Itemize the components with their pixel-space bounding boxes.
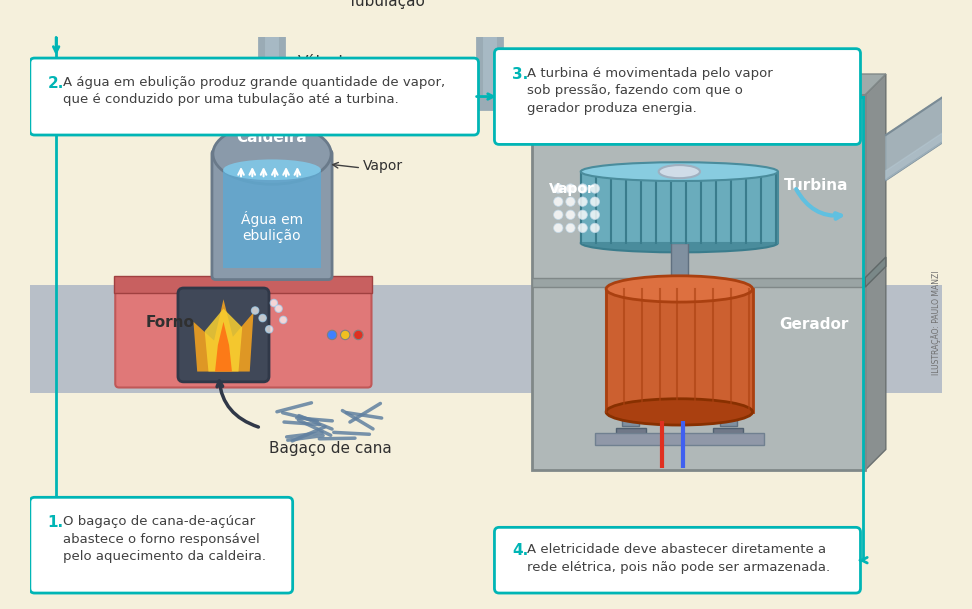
Bar xyxy=(532,278,865,287)
FancyBboxPatch shape xyxy=(495,527,860,593)
FancyBboxPatch shape xyxy=(116,281,371,387)
Text: Caldeira: Caldeira xyxy=(236,130,307,144)
Circle shape xyxy=(554,197,563,206)
Circle shape xyxy=(566,197,575,206)
Text: Válvula: Válvula xyxy=(298,55,354,69)
Text: 2.: 2. xyxy=(48,76,64,91)
Circle shape xyxy=(554,184,563,193)
Text: 1.: 1. xyxy=(48,515,64,530)
Text: Vapor: Vapor xyxy=(549,182,595,196)
Bar xyxy=(30,285,942,393)
Bar xyxy=(260,85,284,111)
FancyBboxPatch shape xyxy=(30,498,293,593)
Bar xyxy=(671,243,688,295)
Text: Água em
ebulição: Água em ebulição xyxy=(241,211,303,243)
Bar xyxy=(622,409,639,426)
Polygon shape xyxy=(532,74,885,94)
Text: Turbina: Turbina xyxy=(783,178,849,194)
Circle shape xyxy=(270,299,278,307)
Text: A turbina é movimentada pelo vapor
sob pressão, fazendo com que o
gerador produz: A turbina é movimentada pelo vapor sob p… xyxy=(527,66,773,114)
Text: Tubulação: Tubulação xyxy=(348,0,425,9)
Polygon shape xyxy=(865,74,885,470)
Circle shape xyxy=(590,197,600,206)
Text: ILUSTRAÇÃO: PAULO MANZI: ILUSTRAÇÃO: PAULO MANZI xyxy=(931,270,942,375)
Bar xyxy=(115,276,372,293)
FancyBboxPatch shape xyxy=(178,288,269,382)
Circle shape xyxy=(578,224,587,233)
Circle shape xyxy=(578,210,587,219)
Circle shape xyxy=(328,330,336,340)
Circle shape xyxy=(566,210,575,219)
Text: Vapor: Vapor xyxy=(364,159,403,173)
Circle shape xyxy=(280,316,287,323)
Text: Forno: Forno xyxy=(145,315,194,331)
Circle shape xyxy=(590,224,600,233)
Circle shape xyxy=(275,305,282,312)
Bar xyxy=(713,428,744,439)
Circle shape xyxy=(554,224,563,233)
FancyBboxPatch shape xyxy=(495,49,860,144)
Circle shape xyxy=(590,210,600,219)
Ellipse shape xyxy=(581,234,778,252)
Circle shape xyxy=(340,330,350,340)
Circle shape xyxy=(578,184,587,193)
Bar xyxy=(719,409,737,426)
Polygon shape xyxy=(865,257,885,287)
Circle shape xyxy=(354,330,364,340)
Bar xyxy=(595,434,764,445)
Text: Bagaço de cana: Bagaço de cana xyxy=(269,441,392,456)
Text: 4.: 4. xyxy=(512,543,529,558)
Text: O bagaço de cana-de-açúcar
abastece o forno responsável
pelo aquecimento da cald: O bagaço de cana-de-açúcar abastece o fo… xyxy=(63,515,265,563)
Circle shape xyxy=(590,184,600,193)
Text: 3.: 3. xyxy=(512,66,529,82)
Bar xyxy=(581,172,778,243)
FancyBboxPatch shape xyxy=(212,150,332,280)
Circle shape xyxy=(578,197,587,206)
Circle shape xyxy=(554,210,563,219)
Ellipse shape xyxy=(581,162,778,181)
Ellipse shape xyxy=(224,160,321,180)
Ellipse shape xyxy=(607,399,752,425)
Ellipse shape xyxy=(213,123,331,185)
Circle shape xyxy=(566,224,575,233)
Bar xyxy=(615,428,645,439)
Circle shape xyxy=(257,68,287,99)
Ellipse shape xyxy=(607,276,752,302)
FancyBboxPatch shape xyxy=(30,58,478,135)
Polygon shape xyxy=(205,309,242,371)
Circle shape xyxy=(566,184,575,193)
Bar xyxy=(607,289,752,412)
Text: A eletricidade deve abastecer diretamente a
rede elétrica, pois não pode ser arm: A eletricidade deve abastecer diretament… xyxy=(527,543,830,574)
Text: A água em ebulição produz grande quantidade de vapor,
que é conduzido por uma tu: A água em ebulição produz grande quantid… xyxy=(63,76,445,107)
Circle shape xyxy=(265,326,273,333)
Text: Gerador: Gerador xyxy=(779,317,849,333)
Bar xyxy=(224,170,321,269)
Circle shape xyxy=(252,307,259,314)
Polygon shape xyxy=(885,97,942,180)
Circle shape xyxy=(259,314,266,322)
Ellipse shape xyxy=(655,288,704,301)
Bar xyxy=(532,94,865,470)
Polygon shape xyxy=(215,322,232,371)
Ellipse shape xyxy=(659,165,700,178)
Polygon shape xyxy=(885,133,942,180)
Polygon shape xyxy=(193,299,254,371)
